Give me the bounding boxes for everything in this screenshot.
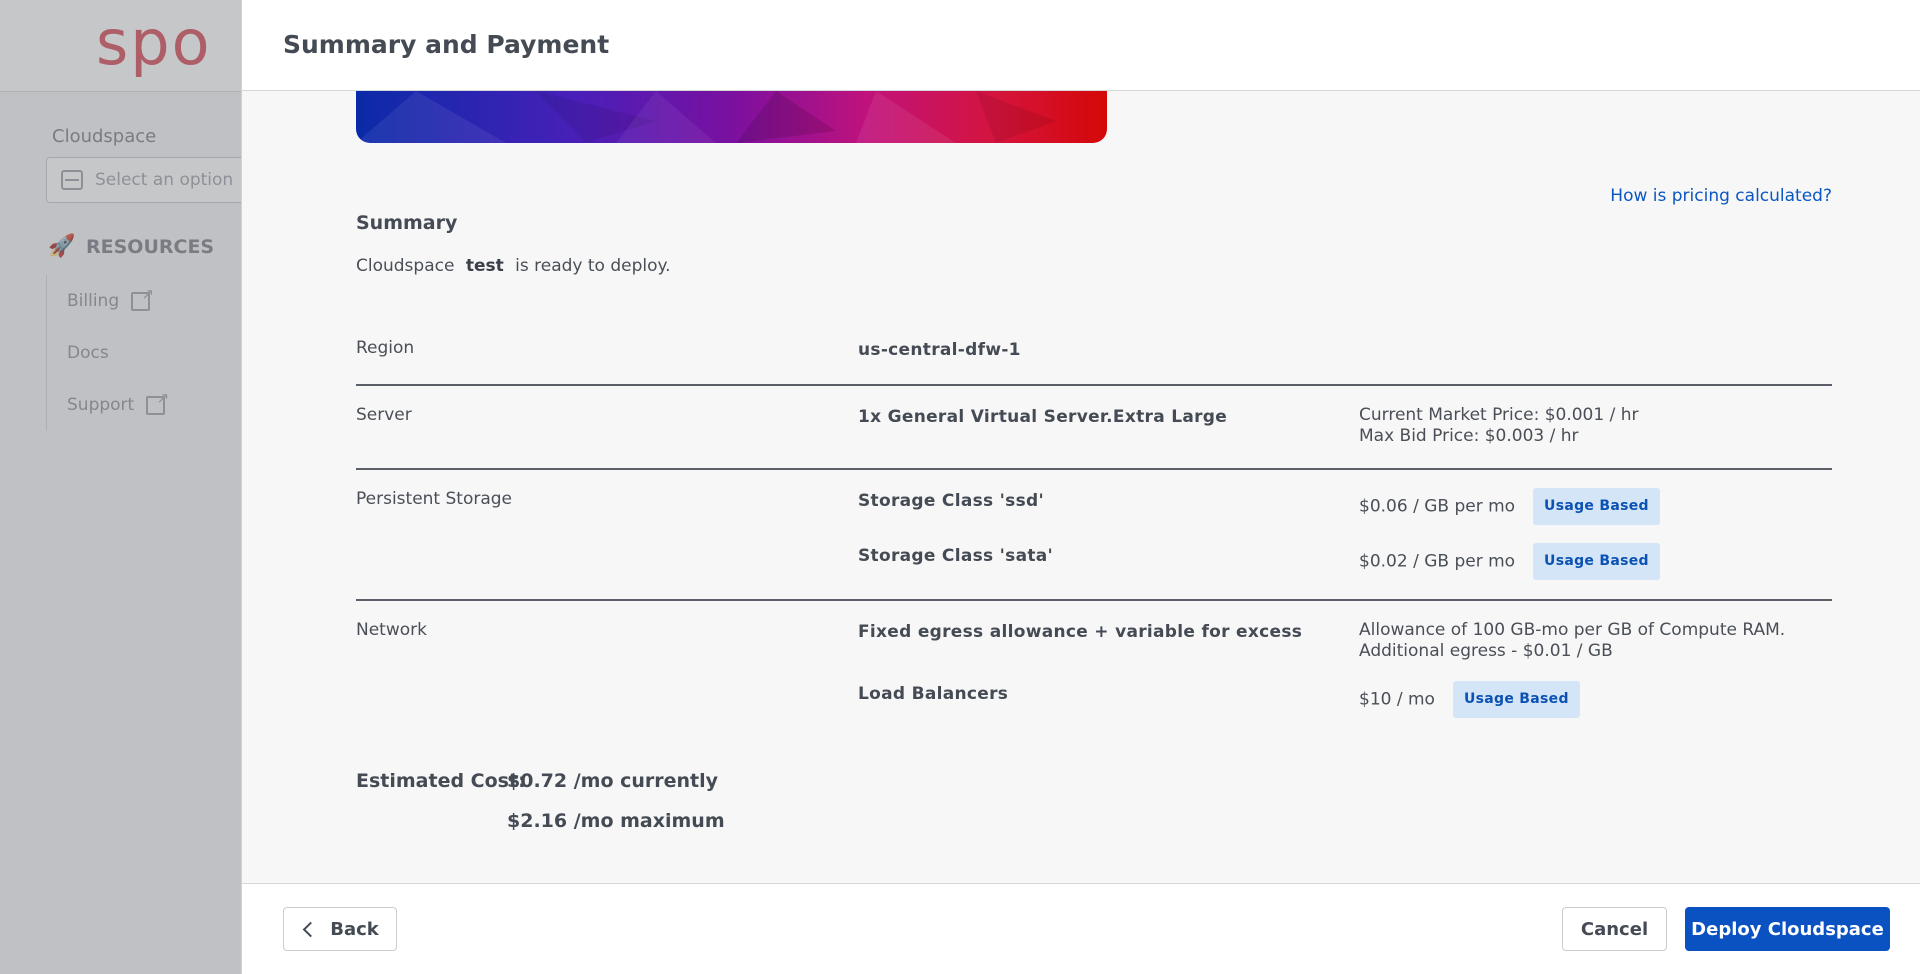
table-row-network: Network Fixed egress allowance + variabl… (356, 601, 1832, 731)
resource-links: Billing Docs Support (46, 275, 246, 431)
server-icon (61, 170, 83, 190)
deploy-cloudspace-button[interactable]: Deploy Cloudspace (1685, 907, 1890, 951)
sidebar-item-support[interactable]: Support (67, 379, 246, 431)
summary-heading: Summary (356, 212, 458, 234)
billing-label: Billing (67, 291, 120, 311)
modal-title: Summary and Payment (283, 30, 610, 59)
usage-based-badge: Usage Based (1533, 543, 1660, 580)
cloudspace-banner-image (356, 91, 1107, 143)
logo: spo (96, 6, 212, 79)
sidebar-item-docs[interactable]: Docs (67, 327, 246, 379)
load-balancers-price-row: $10 / mo Usage Based (1359, 681, 1580, 718)
back-button[interactable]: Back (283, 907, 397, 951)
table-row-region: Region us-central-dfw-1 (356, 328, 1832, 386)
egress-allowance: Allowance of 100 GB-mo per GB of Compute… (1359, 620, 1786, 640)
storage-ssd-price-row: $0.06 / GB per mo Usage Based (1359, 488, 1660, 525)
docs-label: Docs (67, 343, 109, 363)
back-label: Back (330, 918, 379, 940)
estimated-cost-current: $0.72 /mo currently (507, 770, 719, 792)
region-value: us-central-dfw-1 (858, 340, 1021, 360)
storage-label: Persistent Storage (356, 489, 513, 509)
storage-sata-name: Storage Class 'sata' (858, 546, 1054, 566)
select-placeholder: Select an option (95, 170, 234, 190)
server-value: 1x General Virtual Server.Extra Large (858, 407, 1228, 427)
egress-additional: Additional egress - $0.01 / GB (1359, 641, 1613, 661)
estimated-cost-maximum: $2.16 /mo maximum (507, 810, 725, 832)
usage-based-badge: Usage Based (1533, 488, 1660, 525)
ready-message: Cloudspace test is ready to deploy. (356, 256, 671, 276)
max-bid-price: Max Bid Price: $0.003 / hr (1359, 426, 1579, 446)
current-market-price: Current Market Price: $0.001 / hr (1359, 405, 1639, 425)
cancel-button[interactable]: Cancel (1562, 907, 1667, 951)
load-balancers-name: Load Balancers (858, 684, 1009, 704)
resources-label: RESOURCES (86, 236, 215, 258)
resources-heading: 🚀 RESOURCES (48, 235, 246, 259)
server-label: Server (356, 405, 412, 425)
usage-based-badge: Usage Based (1452, 681, 1580, 718)
summary-table: Region us-central-dfw-1 Server 1x Genera… (356, 328, 1832, 731)
modal-footer: Back Cancel Deploy Cloudspace (242, 883, 1920, 974)
load-balancers-price: $10 / mo (1359, 689, 1435, 710)
ready-prefix: Cloudspace (356, 256, 455, 276)
pricing-info-link[interactable]: How is pricing calculated? (1610, 186, 1832, 206)
sidebar: Cloudspace Select an option 🚀 RESOURCES … (46, 112, 246, 431)
egress-price: Allowance of 100 GB-mo per GB of Compute… (1359, 620, 1785, 662)
storage-ssd-name: Storage Class 'ssd' (858, 491, 1044, 511)
region-label: Region (356, 338, 415, 358)
egress-name: Fixed egress allowance + variable for ex… (858, 622, 1303, 642)
sidebar-item-billing[interactable]: Billing (67, 275, 246, 327)
estimated-cost-label: Estimated Cost: (356, 770, 526, 792)
table-row-storage: Persistent Storage Storage Class 'ssd' $… (356, 470, 1832, 601)
ready-suffix: is ready to deploy. (515, 256, 671, 276)
external-link-icon (131, 285, 154, 311)
cloudspace-name: test (465, 256, 504, 276)
rocket-icon: 🚀 (48, 234, 76, 259)
storage-sata-price-row: $0.02 / GB per mo Usage Based (1359, 543, 1660, 580)
support-label: Support (67, 395, 135, 415)
storage-sata-price: $0.02 / GB per mo (1359, 551, 1516, 572)
chevron-left-icon (302, 921, 319, 937)
logo-text: spo (96, 6, 212, 79)
server-price: Current Market Price: $0.001 / hr Max Bi… (1359, 405, 1638, 447)
network-label: Network (356, 620, 427, 640)
table-row-server: Server 1x General Virtual Server.Extra L… (356, 386, 1832, 470)
storage-ssd-price: $0.06 / GB per mo (1359, 496, 1516, 517)
summary-payment-modal: Summary and Payment How i (241, 0, 1920, 974)
cloudspace-label: Cloudspace (52, 126, 157, 147)
modal-header: Summary and Payment (242, 0, 1920, 91)
cloudspace-select[interactable]: Select an option (46, 157, 246, 203)
external-link-icon (146, 389, 169, 415)
